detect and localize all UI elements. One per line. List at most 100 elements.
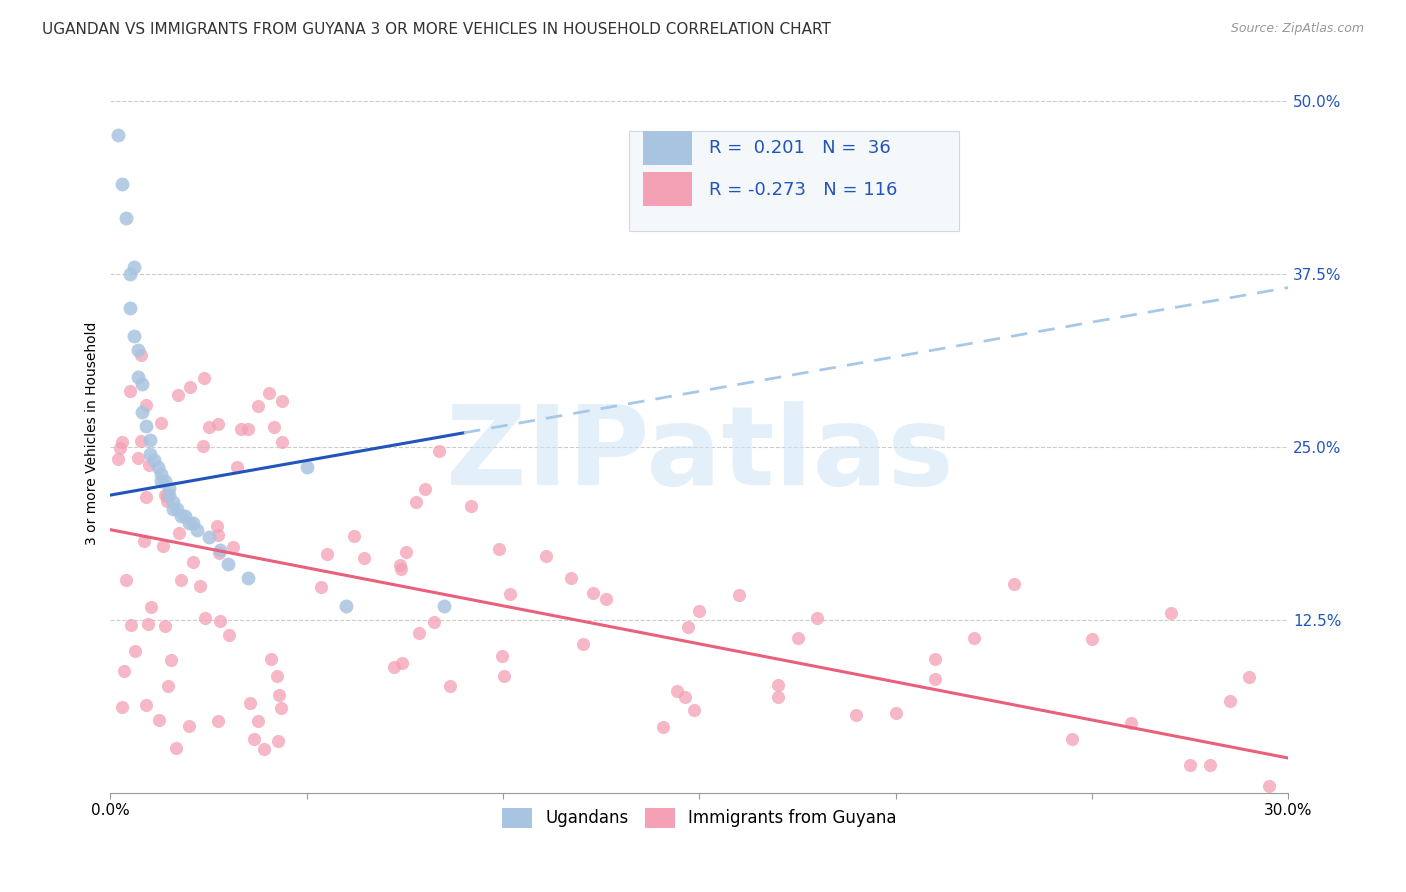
Point [427, 444, 450, 458]
Point [157, 481, 180, 495]
Point [153, 488, 176, 502]
Point [560, 571, 582, 585]
Point [157, 680, 180, 694]
Point [243, 731, 266, 746]
Point [135, 698, 157, 712]
Point [170, 508, 193, 523]
Point [766, 678, 789, 692]
Point [238, 421, 260, 435]
Point [806, 611, 828, 625]
Point [209, 543, 232, 558]
Point [193, 439, 215, 453]
Point [335, 599, 357, 613]
Point [394, 545, 416, 559]
Point [582, 586, 605, 600]
Point [266, 669, 288, 683]
Text: UGANDAN VS IMMIGRANTS FROM GUYANA 3 OR MORE VEHICLES IN HOUSEHOLD CORRELATION CH: UGANDAN VS IMMIGRANTS FROM GUYANA 3 OR M… [42, 22, 831, 37]
Point [534, 549, 557, 563]
Point [194, 611, 217, 625]
Point [162, 502, 184, 516]
Point [295, 460, 318, 475]
Point [188, 579, 211, 593]
Point [924, 673, 946, 687]
Point [127, 451, 149, 466]
Point [225, 460, 247, 475]
Point [153, 619, 176, 633]
Point [270, 394, 292, 409]
Point [135, 490, 157, 504]
Point [236, 571, 259, 585]
Point [309, 580, 332, 594]
Point [246, 399, 269, 413]
Point [499, 587, 522, 601]
Point [198, 419, 221, 434]
Point [148, 713, 170, 727]
Point [138, 446, 160, 460]
Point [155, 475, 177, 489]
Point [207, 417, 229, 431]
Point [572, 637, 595, 651]
Point [270, 701, 292, 715]
Point [267, 734, 290, 748]
Point [1180, 758, 1202, 772]
Point [135, 398, 157, 412]
Point [652, 720, 675, 734]
Text: Source: ZipAtlas.com: Source: ZipAtlas.com [1230, 22, 1364, 36]
Point [118, 267, 141, 281]
Point [263, 420, 285, 434]
Point [1081, 632, 1104, 646]
Point [166, 388, 188, 402]
Point [253, 742, 276, 756]
Point [107, 128, 129, 143]
Point [422, 615, 444, 629]
Point [405, 495, 427, 509]
Point [120, 618, 142, 632]
Text: ZIPatlas: ZIPatlas [446, 401, 953, 508]
Legend: Ugandans, Immigrants from Guyana: Ugandans, Immigrants from Guyana [495, 801, 904, 835]
Point [595, 591, 617, 606]
Point [174, 508, 197, 523]
Point [1121, 716, 1143, 731]
Point [115, 211, 138, 226]
Point [727, 588, 749, 602]
Point [884, 706, 907, 721]
Point [205, 519, 228, 533]
Point [112, 665, 135, 679]
Point [127, 343, 149, 357]
Point [413, 482, 436, 496]
Point [460, 499, 482, 513]
Point [207, 527, 229, 541]
Point [107, 451, 129, 466]
FancyBboxPatch shape [643, 171, 692, 206]
Point [142, 453, 165, 467]
Y-axis label: 3 or more Vehicles in Household: 3 or more Vehicles in Household [86, 321, 100, 544]
Point [408, 625, 430, 640]
Point [135, 418, 157, 433]
Point [353, 551, 375, 566]
Point [382, 660, 405, 674]
Point [217, 558, 239, 572]
Point [177, 718, 200, 732]
Point [146, 460, 169, 475]
Point [1257, 779, 1279, 793]
Point [132, 534, 155, 549]
Point [389, 562, 412, 576]
Point [439, 679, 461, 693]
Text: R = -0.273   N = 116: R = -0.273 N = 116 [709, 180, 897, 199]
Point [131, 405, 153, 419]
Point [111, 700, 134, 714]
Point [1237, 670, 1260, 684]
Point [229, 422, 252, 436]
Point [186, 523, 208, 537]
Point [845, 708, 868, 723]
Point [218, 628, 240, 642]
Point [157, 488, 180, 502]
Point [343, 529, 366, 543]
Point [181, 555, 204, 569]
Point [491, 648, 513, 663]
Point [118, 384, 141, 399]
Text: R =  0.201   N =  36: R = 0.201 N = 36 [709, 139, 890, 157]
Point [494, 669, 516, 683]
Point [124, 644, 146, 658]
Point [391, 657, 413, 671]
